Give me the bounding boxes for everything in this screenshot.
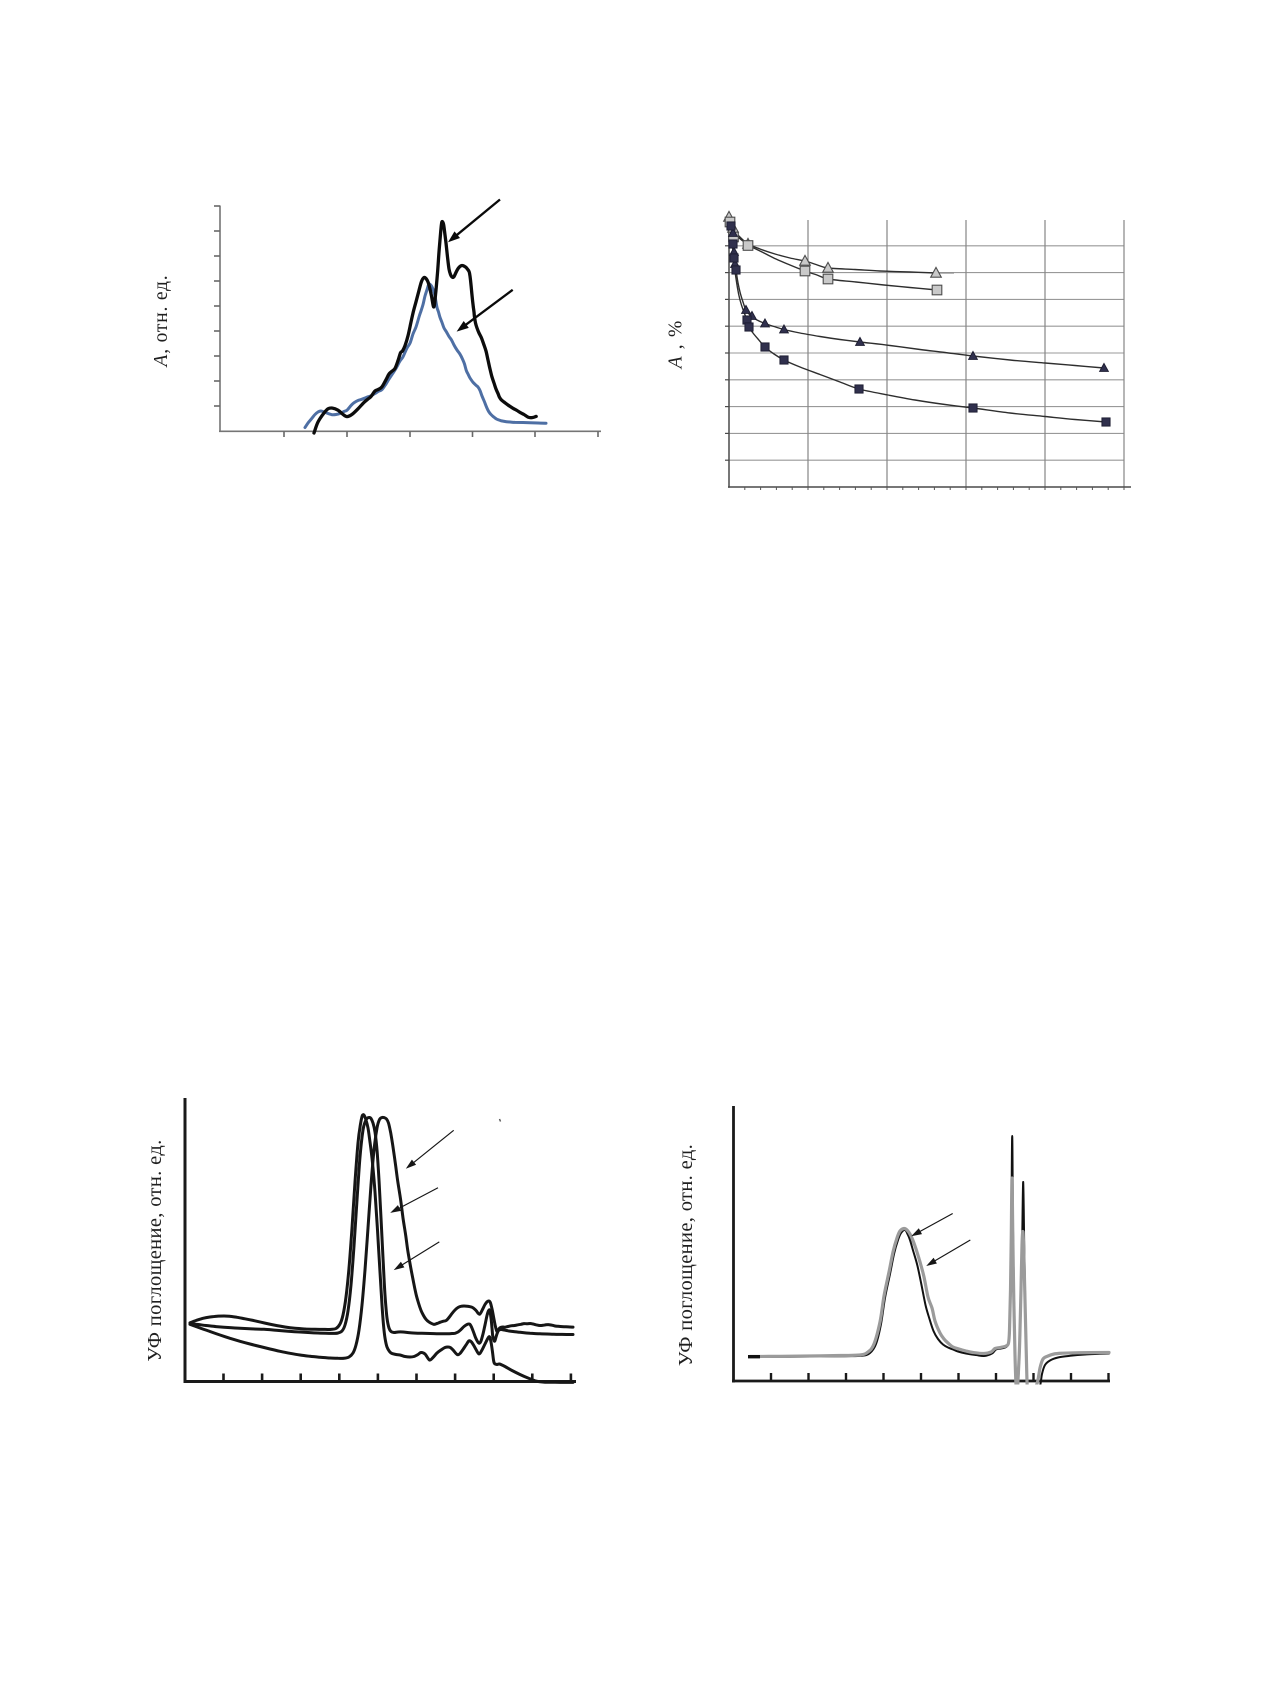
svg-text:УФ поглощение, отн. ед.: УФ поглощение, отн. ед. xyxy=(144,1139,166,1361)
svg-text:УФ поглощение, отн. ед.: УФ поглощение, отн. ед. xyxy=(675,1144,697,1366)
svg-text:A, отн. ед.: A, отн. ед. xyxy=(151,275,172,369)
svg-text:A , %: A , % xyxy=(666,320,687,371)
